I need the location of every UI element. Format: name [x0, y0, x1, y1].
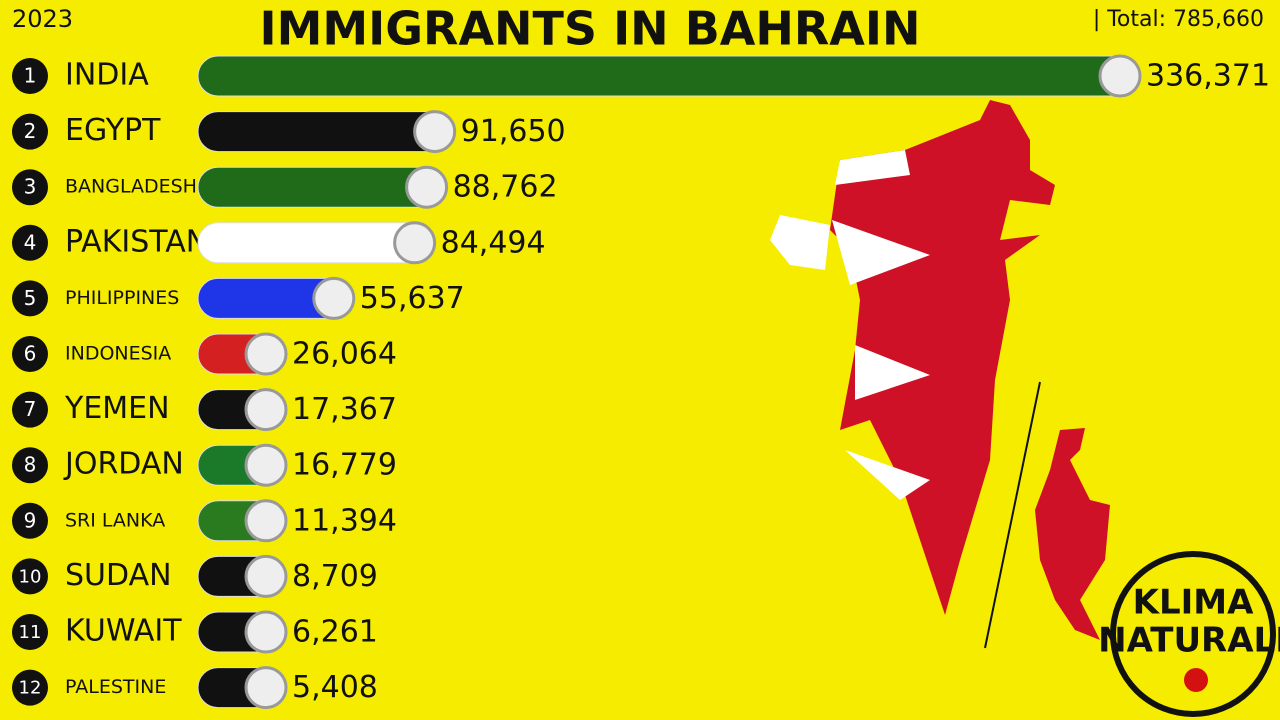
logo-rose	[1184, 668, 1208, 692]
rank-badge	[12, 558, 48, 595]
rank-label: 4	[24, 230, 37, 254]
flag-badge	[244, 332, 288, 376]
value-label: 11,394	[292, 503, 397, 538]
category-label: KUWAIT	[65, 614, 182, 649]
rank-badge	[12, 169, 48, 206]
bar	[197, 55, 1141, 97]
rank-label: 1	[24, 64, 37, 88]
flag-badge	[244, 388, 288, 432]
map-islet	[770, 215, 830, 270]
rank-label: 8	[24, 453, 37, 477]
value-label: 84,494	[441, 225, 546, 260]
map-stripes	[832, 150, 930, 500]
value-label: 91,650	[461, 114, 566, 149]
year: 2023	[12, 5, 73, 33]
rank-label: 10	[19, 566, 42, 587]
rank-badge	[12, 669, 48, 706]
category-label: EGYPT	[65, 113, 161, 148]
category-label: PALESTINE	[65, 676, 166, 698]
flag-badge	[405, 165, 449, 209]
flag-badge	[244, 554, 288, 598]
category-label: INDONESIA	[65, 343, 171, 365]
flag-badge	[244, 499, 288, 543]
logo: KLIMA NATURALI	[1098, 551, 1280, 717]
value-label: 5,408	[292, 670, 378, 705]
rank-badge	[12, 447, 48, 484]
category-label: SUDAN	[65, 558, 172, 593]
flag-badge	[413, 110, 457, 154]
rank-badge	[12, 614, 48, 650]
rank-label: 3	[24, 175, 37, 199]
rank-badge	[12, 58, 48, 94]
category-label: SRI LANKA	[65, 509, 165, 531]
rank-badge	[12, 502, 48, 539]
category-label: INDIA	[65, 58, 149, 93]
rank-badge	[12, 224, 48, 261]
category-label: JORDAN	[63, 447, 184, 482]
flag-badge	[1098, 54, 1142, 98]
chart-title: IMMIGRANTS IN BAHRAIN	[259, 2, 920, 56]
total-label: | Total: 785,660	[1093, 7, 1264, 32]
map-island	[830, 100, 1055, 615]
rank-badge	[12, 113, 48, 150]
rank-badge	[12, 391, 48, 428]
logo-text: KLIMA	[1133, 583, 1254, 623]
rank-label: 5	[24, 286, 37, 310]
rank-label: 11	[19, 622, 42, 643]
map-divider	[984, 381, 1041, 649]
logo-text: NATURALI	[1098, 621, 1280, 661]
flag-badge	[244, 610, 288, 654]
rank-label: 12	[19, 678, 42, 699]
map	[770, 100, 1110, 649]
rank-label: 9	[24, 508, 37, 532]
category-label: PHILIPPINES	[65, 287, 179, 309]
value-label: 17,367	[292, 392, 397, 427]
value-label: 16,779	[292, 448, 397, 483]
logo-ring	[1110, 551, 1276, 717]
rank-label: 7	[24, 397, 37, 421]
value-label: 26,064	[292, 337, 397, 372]
flag-badge	[393, 221, 437, 265]
rank-label: 2	[24, 119, 37, 143]
category-label: PAKISTAN	[65, 224, 208, 259]
category-label: BANGLADESH	[65, 176, 197, 198]
flag-badge	[312, 276, 356, 320]
rank-badge	[12, 336, 48, 372]
map-hawar	[1035, 428, 1110, 640]
flag-badge	[244, 443, 288, 487]
flag-badge	[244, 666, 288, 710]
value-label: 336,371	[1146, 59, 1270, 94]
value-label: 6,261	[292, 615, 378, 650]
category-label: YEMEN	[64, 391, 170, 426]
value-label: 88,762	[453, 170, 558, 205]
value-label: 55,637	[360, 281, 465, 316]
value-label: 8,709	[292, 559, 378, 594]
rank-label: 6	[24, 342, 37, 366]
rank-badge	[12, 280, 48, 317]
